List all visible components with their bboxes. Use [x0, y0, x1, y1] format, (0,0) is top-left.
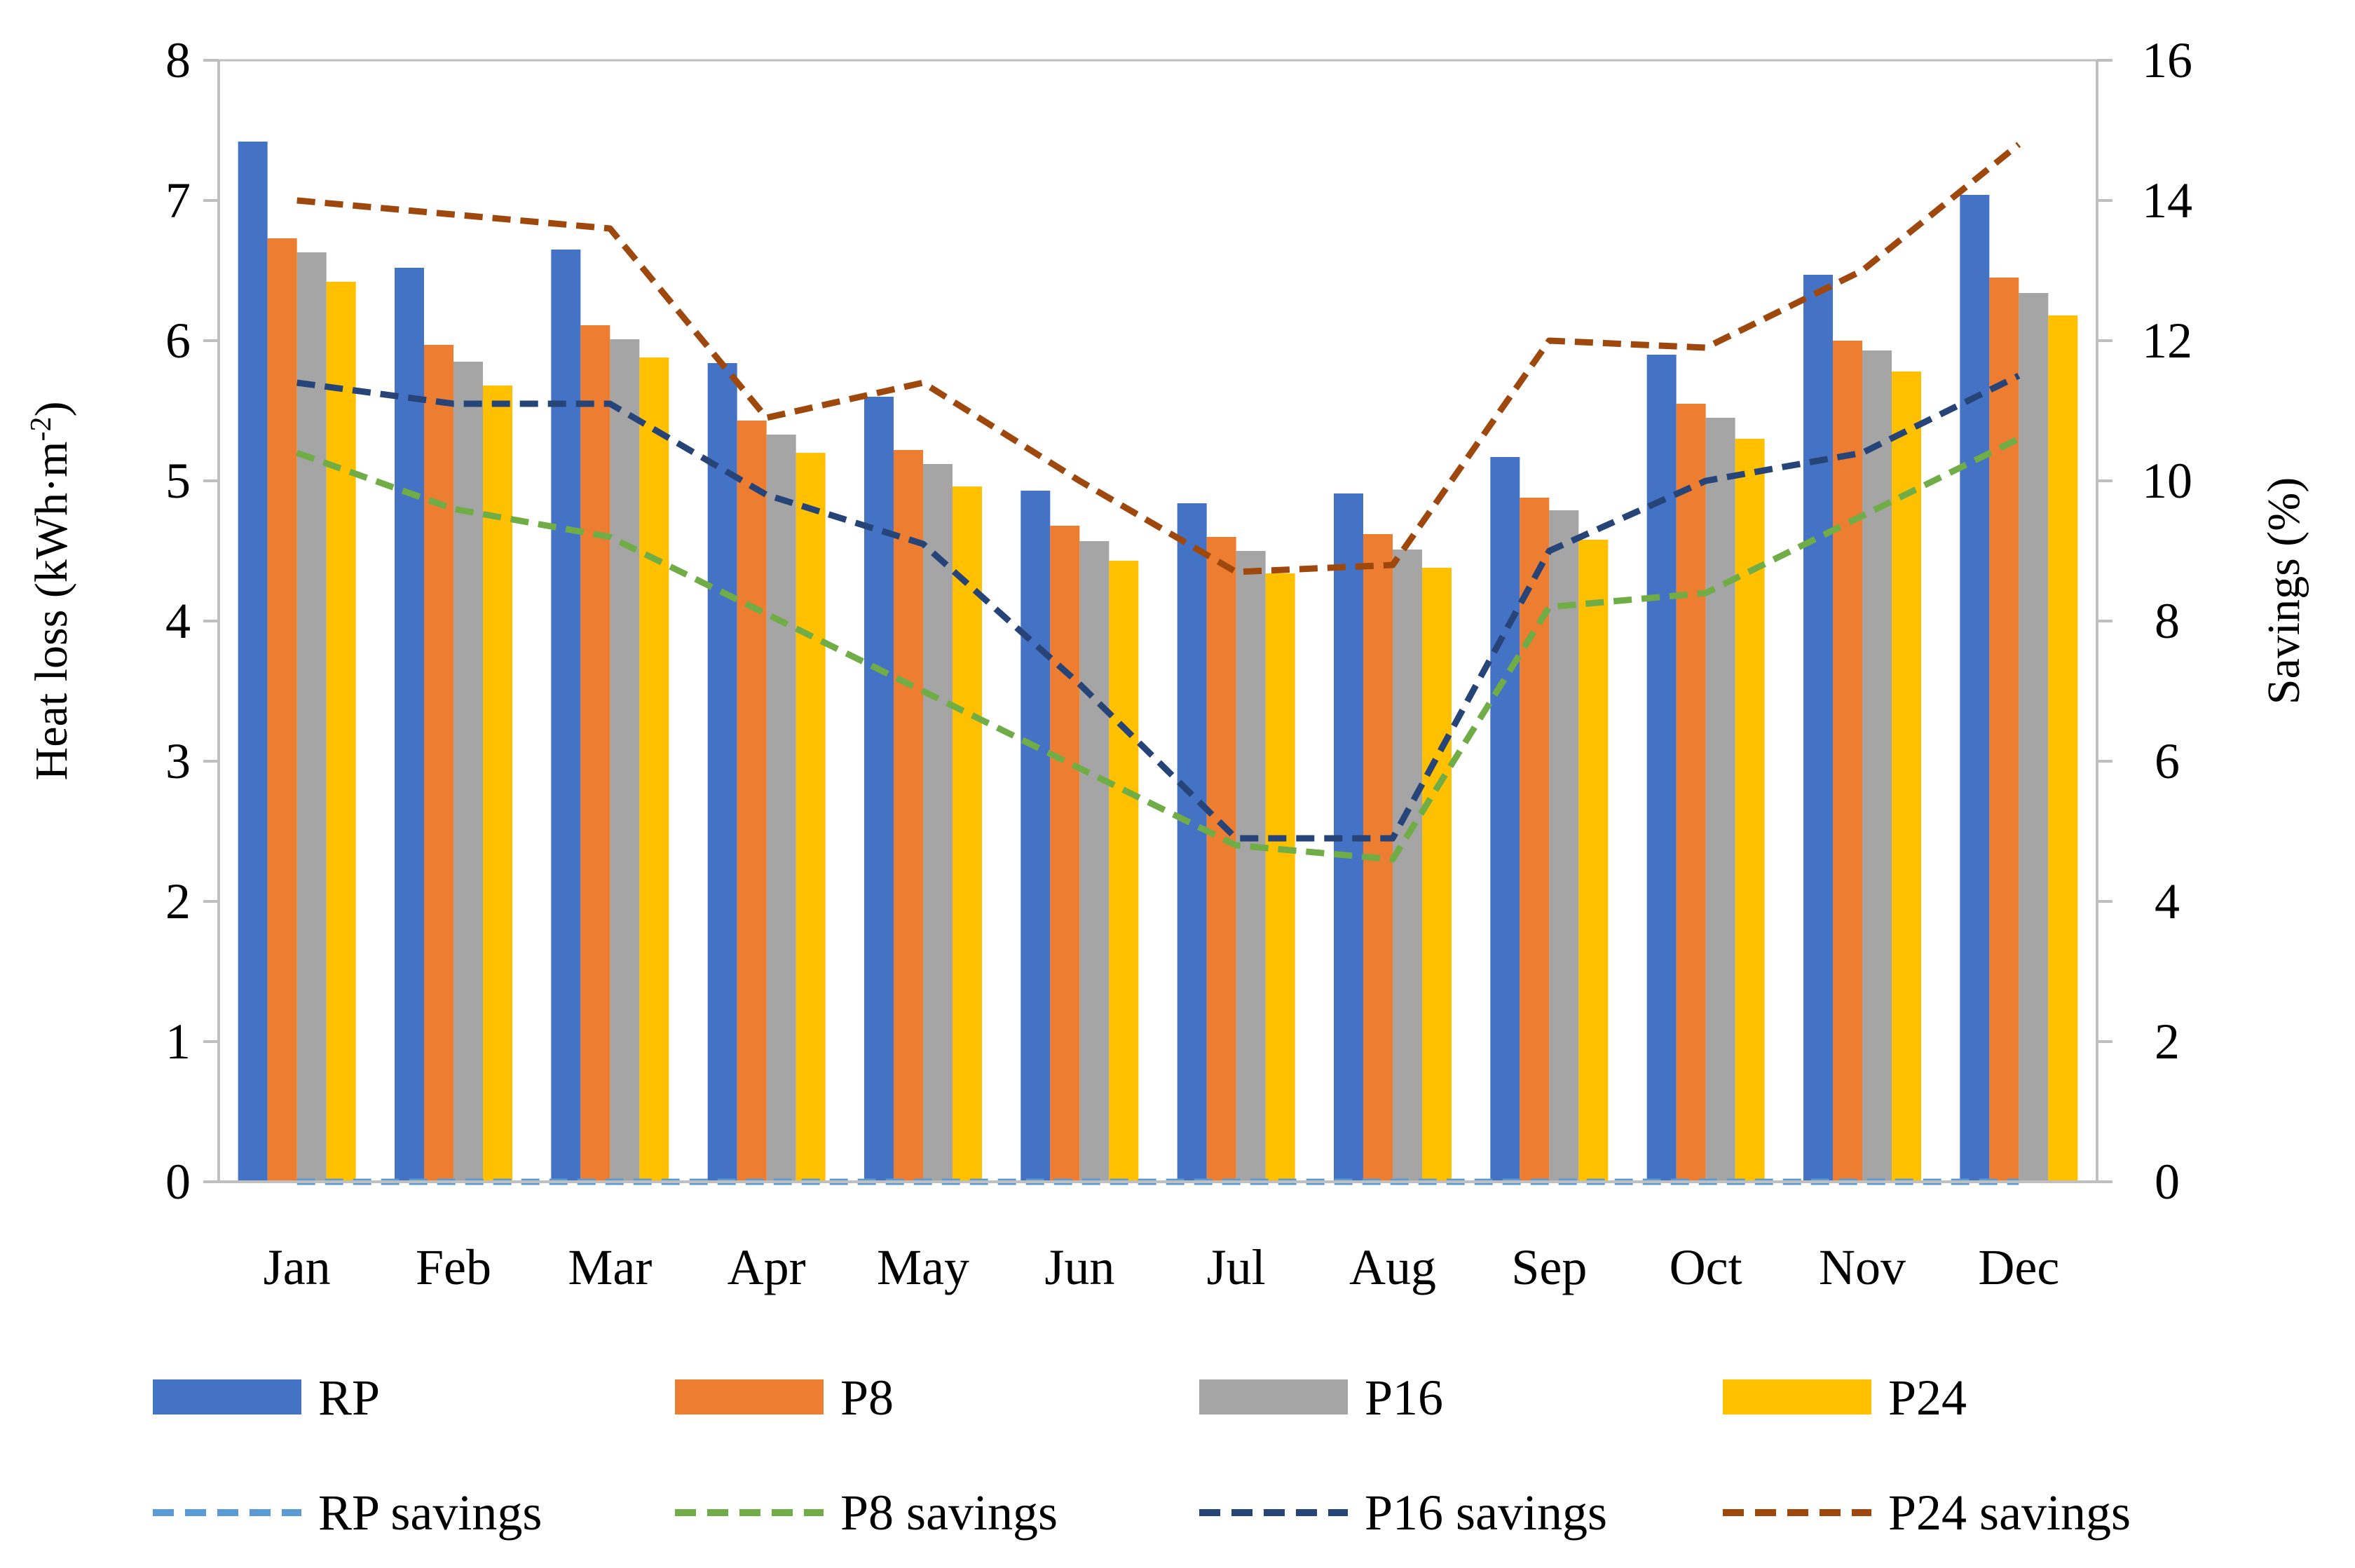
y2-tick-label: 2	[2155, 1014, 2180, 1070]
y-axis-title: Heat loss (kWh·m-2)	[25, 402, 77, 781]
bar-p16-dec	[2019, 293, 2049, 1182]
x-tick-label-oct: Oct	[1670, 1239, 1742, 1295]
bar-p24-jun	[1109, 561, 1139, 1182]
legend-swatch-p24	[1723, 1379, 1871, 1414]
bar-p8-may	[894, 450, 923, 1182]
y2-tick-label: 14	[2142, 172, 2192, 229]
bar-rp-jan	[238, 142, 268, 1182]
bar-rp-jun	[1020, 491, 1051, 1182]
legend-label-p8: P8	[840, 1370, 894, 1426]
y-tick-label: 0	[165, 1154, 191, 1210]
bar-p16-may	[923, 464, 953, 1182]
bar-p24-feb	[483, 386, 512, 1182]
y-tick-label: 4	[165, 593, 191, 649]
bar-p8-apr	[737, 421, 767, 1182]
line-p16-savings	[296, 372, 2021, 842]
bar-rp-nov	[1803, 275, 1833, 1182]
x-tick-label-jan: Jan	[264, 1239, 331, 1295]
bar-p16-nov	[1862, 350, 1892, 1182]
legend: RP P8 P16 P24 RP savings P8 savings P16 saving…	[153, 1370, 2131, 1541]
y-tick-label: 1	[165, 1014, 191, 1070]
bar-rp-feb	[395, 268, 424, 1182]
y2-tick-label: 12	[2142, 313, 2192, 369]
bar-rp-mar	[551, 250, 581, 1182]
legend-label-rp: RP	[318, 1370, 380, 1426]
x-tick-label-aug: Aug	[1349, 1239, 1436, 1295]
legend-swatch-rp	[153, 1379, 301, 1414]
bar-rp-dec	[1960, 195, 1990, 1182]
legend-swatch-p8	[675, 1379, 824, 1414]
bar-p8-dec	[1989, 278, 2019, 1182]
bar-p16-sep	[1549, 510, 1579, 1182]
bar-p8-jan	[267, 238, 297, 1182]
x-tick-label-mar: Mar	[568, 1239, 652, 1295]
x-tick-label-jun: Jun	[1044, 1239, 1114, 1295]
bar-p24-aug	[1422, 568, 1452, 1182]
bar-p8-feb	[424, 345, 453, 1182]
bar-p24-dec	[2048, 315, 2078, 1182]
legend-label-p16: P16	[1365, 1370, 1443, 1426]
bar-p16-feb	[453, 362, 483, 1182]
y2-tick-label: 0	[2155, 1154, 2180, 1210]
y-tick-label: 2	[165, 873, 191, 929]
legend-label-p16-savings: P16 savings	[1365, 1485, 1607, 1541]
bar-p16-jun	[1079, 541, 1110, 1182]
legend-label-p24-savings: P24 savings	[1888, 1485, 2131, 1541]
y-tick-label: 5	[165, 453, 191, 509]
y2-tick-label: 10	[2142, 453, 2192, 509]
bar-p24-jan	[326, 282, 356, 1182]
y2-tick-label: 4	[2155, 873, 2180, 929]
bar-p8-mar	[580, 325, 610, 1182]
bar-p8-jun	[1050, 526, 1080, 1182]
bar-p16-apr	[766, 435, 796, 1182]
bar-p8-nov	[1833, 341, 1862, 1182]
line-p24-savings	[296, 142, 2021, 575]
x-tick-label-feb: Feb	[416, 1239, 491, 1295]
y-tick-label: 6	[165, 313, 191, 369]
bar-p16-oct	[1705, 418, 1735, 1182]
bar-p24-may	[953, 486, 982, 1182]
bar-p16-jan	[296, 252, 327, 1182]
legend-swatch-p16	[1199, 1379, 1348, 1414]
bar-p16-mar	[610, 339, 640, 1182]
y2-tick-label: 8	[2155, 593, 2180, 649]
bar-p24-sep	[1578, 540, 1609, 1182]
bar-rp-oct	[1646, 355, 1677, 1182]
legend-label-p8-savings: P8 savings	[840, 1485, 1058, 1541]
bar-p24-apr	[796, 453, 826, 1182]
bar-rp-apr	[707, 363, 737, 1182]
bar-rp-may	[864, 397, 894, 1182]
legend-label-p24: P24	[1888, 1370, 1967, 1426]
bar-p24-jul	[1265, 573, 1295, 1182]
y2-tick-label: 6	[2155, 733, 2180, 789]
bar-p8-oct	[1676, 404, 1706, 1182]
y-tick-label: 7	[165, 172, 191, 229]
bar-p24-mar	[639, 357, 669, 1182]
bar-rp-sep	[1490, 457, 1520, 1182]
x-tick-label-sep: Sep	[1511, 1239, 1587, 1295]
legend-label-rp-savings: RP savings	[318, 1485, 542, 1541]
y2-tick-label: 16	[2142, 32, 2192, 88]
x-tick-label-may: May	[877, 1239, 969, 1295]
x-tick-label-nov: Nov	[1819, 1239, 1906, 1295]
y-tick-label: 8	[165, 32, 191, 88]
y-tick-label: 3	[165, 733, 191, 789]
x-tick-label-jul: Jul	[1207, 1239, 1266, 1295]
bar-p8-jul	[1206, 537, 1236, 1182]
x-tick-label-dec: Dec	[1978, 1239, 2059, 1295]
line-p8-savings	[296, 435, 2021, 863]
bar-p24-oct	[1735, 439, 1765, 1182]
bar-p16-jul	[1236, 551, 1266, 1182]
bar-p16-aug	[1393, 550, 1422, 1182]
y2-axis-title: Savings (%)	[2258, 477, 2309, 704]
bar-rp-jul	[1177, 503, 1207, 1182]
x-tick-label-apr: Apr	[728, 1239, 806, 1295]
bar-p24-nov	[1892, 371, 1921, 1182]
